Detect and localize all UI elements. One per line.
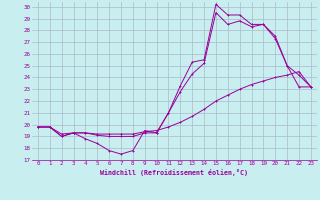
X-axis label: Windchill (Refroidissement éolien,°C): Windchill (Refroidissement éolien,°C) xyxy=(100,169,248,176)
